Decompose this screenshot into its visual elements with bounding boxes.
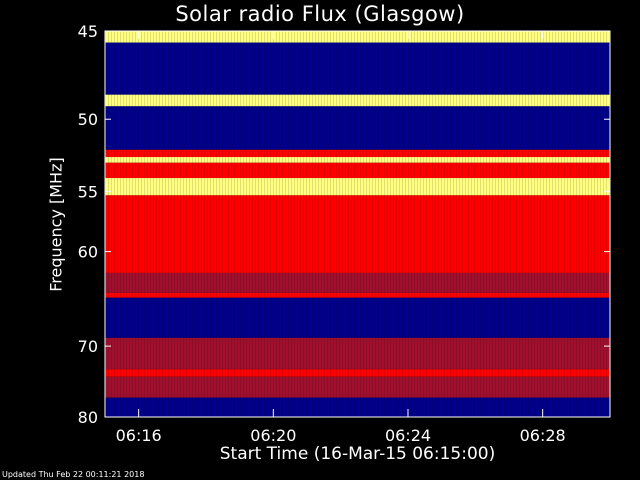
x-tick-label: 06:28 (520, 426, 566, 445)
chart-title: Solar radio Flux (Glasgow) (175, 2, 465, 26)
y-tick-label: 50 (78, 110, 98, 129)
y-axis-ticks: 45 50 55 60 70 80 (78, 22, 610, 427)
x-tick-label: 06:24 (385, 426, 431, 445)
x-axis-ticks: 06:16 06:20 06:24 06:28 (116, 31, 566, 445)
y-tick-label: 45 (78, 22, 98, 41)
y-axis-label: Frequency [MHz] (46, 157, 66, 292)
vertical-striping (105, 31, 610, 417)
x-axis-label: Start Time (16-Mar-15 06:15:00) (219, 444, 496, 464)
plot-frame (104, 30, 611, 418)
y-tick-label: 70 (78, 337, 98, 356)
y-tick-label: 55 (78, 182, 98, 201)
x-tick-label: 06:20 (250, 426, 296, 445)
x-tick-label: 06:16 (116, 426, 162, 445)
updated-timestamp: Updated Thu Feb 22 00:11:21 2018 (2, 470, 145, 479)
y-tick-label: 60 (78, 243, 98, 262)
y-tick-label: 80 (78, 408, 98, 427)
